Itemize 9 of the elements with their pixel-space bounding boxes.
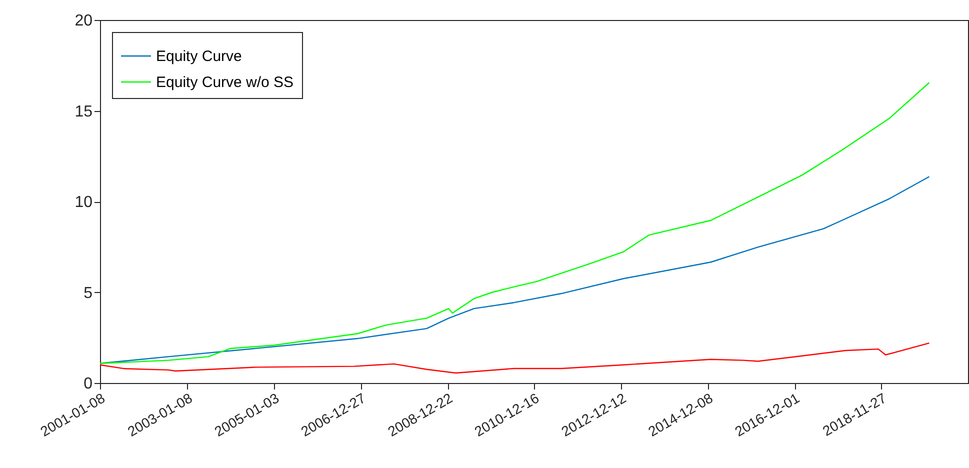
y-tick-label: 5 bbox=[84, 284, 93, 302]
y-tick-label: 10 bbox=[74, 194, 93, 211]
line-series bbox=[99, 176, 930, 364]
y-tick-label: 20 bbox=[74, 12, 93, 30]
y-tick-label: 0 bbox=[84, 376, 93, 392]
legend-label: Equity Curve bbox=[156, 48, 242, 65]
line-series bbox=[99, 342, 930, 374]
legend-label: Equity Curve w/o SS bbox=[156, 74, 294, 91]
y-tick-label: 15 bbox=[74, 103, 93, 120]
